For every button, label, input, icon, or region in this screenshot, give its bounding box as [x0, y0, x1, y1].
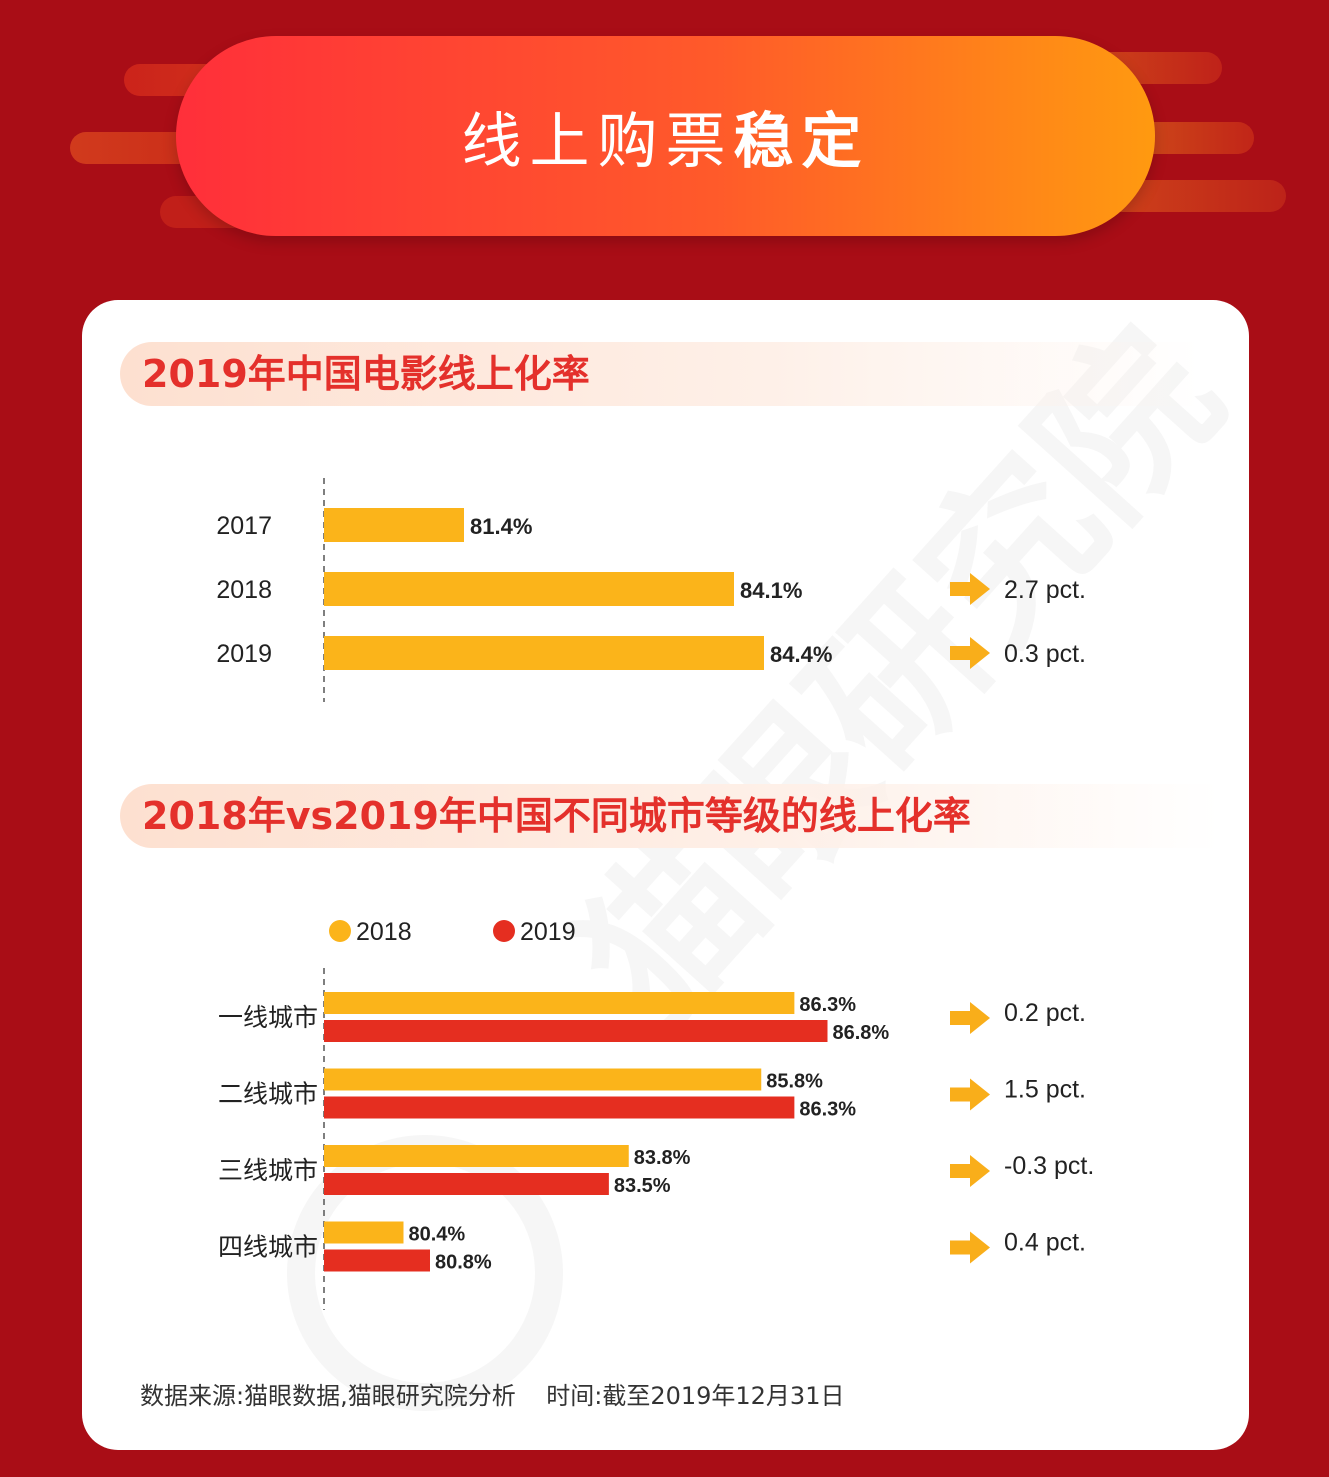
- chart1-bar: [324, 508, 464, 542]
- chart2-bar-2018: [324, 1145, 629, 1167]
- source-note: 数据来源:猫眼数据,猫眼研究院分析 时间:截至2019年12月31日: [140, 1376, 844, 1411]
- chart1-change-label: 0.3 pct.: [1004, 640, 1086, 668]
- time-text: 时间:截至2019年12月31日: [546, 1382, 845, 1410]
- legend-label-2018: 2018: [356, 918, 412, 946]
- arrow-icon: [950, 1002, 990, 1034]
- chart2-value-label: 80.4%: [409, 1224, 466, 1246]
- chart2-value-label: 86.8%: [833, 1022, 890, 1044]
- chart2-value-label: 86.3%: [799, 994, 856, 1016]
- page-title-regular: 线上购票: [461, 106, 734, 177]
- section-1-title: 2019年中国电影线上化率: [142, 352, 590, 396]
- chart2-bar-2018: [324, 992, 795, 1014]
- arrow-icon: [950, 637, 990, 669]
- chart1-value-label: 84.4%: [770, 642, 832, 667]
- arrow-icon: [950, 573, 990, 605]
- chart2-change-label: -0.3 pct.: [1004, 1152, 1094, 1180]
- header-banner: 线上购票稳定: [176, 36, 1155, 236]
- chart1-value-label: 81.4%: [470, 514, 532, 539]
- chart2-value-label: 83.5%: [614, 1175, 671, 1197]
- chart2-bar-2019: [324, 1020, 828, 1042]
- chart2-bar-2019: [324, 1096, 795, 1119]
- legend-marker-2019: [493, 920, 515, 942]
- chart2-bar-2019: [324, 1249, 430, 1272]
- section-1-bar: [120, 342, 1200, 406]
- page-title-bold: 稳定: [733, 106, 870, 177]
- chart1-category-label: 2019: [216, 640, 272, 668]
- legend-label-2019: 2019: [520, 918, 576, 946]
- chart2-value-label: 86.3%: [799, 1099, 856, 1121]
- chart2-category-label: 四线城市: [218, 1234, 318, 1262]
- arrow-icon: [950, 1155, 990, 1187]
- chart2-category-label: 一线城市: [218, 1004, 318, 1032]
- chart2-change-label: 0.4 pct.: [1004, 1229, 1086, 1257]
- source-text: 数据来源:猫眼数据,猫眼研究院分析: [140, 1382, 516, 1410]
- content-card: 猫眼研究院 2019年中国电影线上化率 2018年vs2019年中国不同城市等级…: [82, 300, 1249, 1450]
- arrow-icon: [950, 1231, 990, 1264]
- chart1-value-label: 84.1%: [740, 578, 802, 603]
- chart2-change-label: 0.2 pct.: [1004, 999, 1086, 1027]
- chart1-category-label: 2018: [216, 576, 272, 604]
- chart2-bar-2018: [324, 1068, 762, 1091]
- chart2-value-label: 80.8%: [435, 1252, 492, 1274]
- chart2-category-label: 二线城市: [218, 1081, 318, 1109]
- chart2-value-label: 83.8%: [634, 1147, 691, 1169]
- page-title: 线上购票稳定: [462, 93, 870, 180]
- chart2-change-label: 1.5 pct.: [1004, 1076, 1086, 1104]
- chart2-value-label: 85.8%: [766, 1071, 823, 1093]
- chart2-category-label: 三线城市: [218, 1157, 318, 1185]
- section-2-title: 2018年vs2019年中国不同城市等级的线上化率: [142, 794, 971, 838]
- chart2-bar-2018: [324, 1221, 404, 1244]
- charts-svg: 2017 81.4% 2018 84.1% 2.7 pct. 2019 84.4% 0.3 p…: [216, 478, 1094, 1310]
- legend-marker-2018: [329, 920, 351, 942]
- chart1-change-label: 2.7 pct.: [1004, 576, 1086, 604]
- arrow-icon: [950, 1078, 990, 1111]
- chart1-category-label: 2017: [216, 512, 272, 540]
- section-2-bar: [120, 784, 1220, 848]
- chart1-bar: [324, 636, 764, 670]
- chart2-bar-2019: [324, 1173, 609, 1195]
- chart1-bar: [324, 572, 734, 606]
